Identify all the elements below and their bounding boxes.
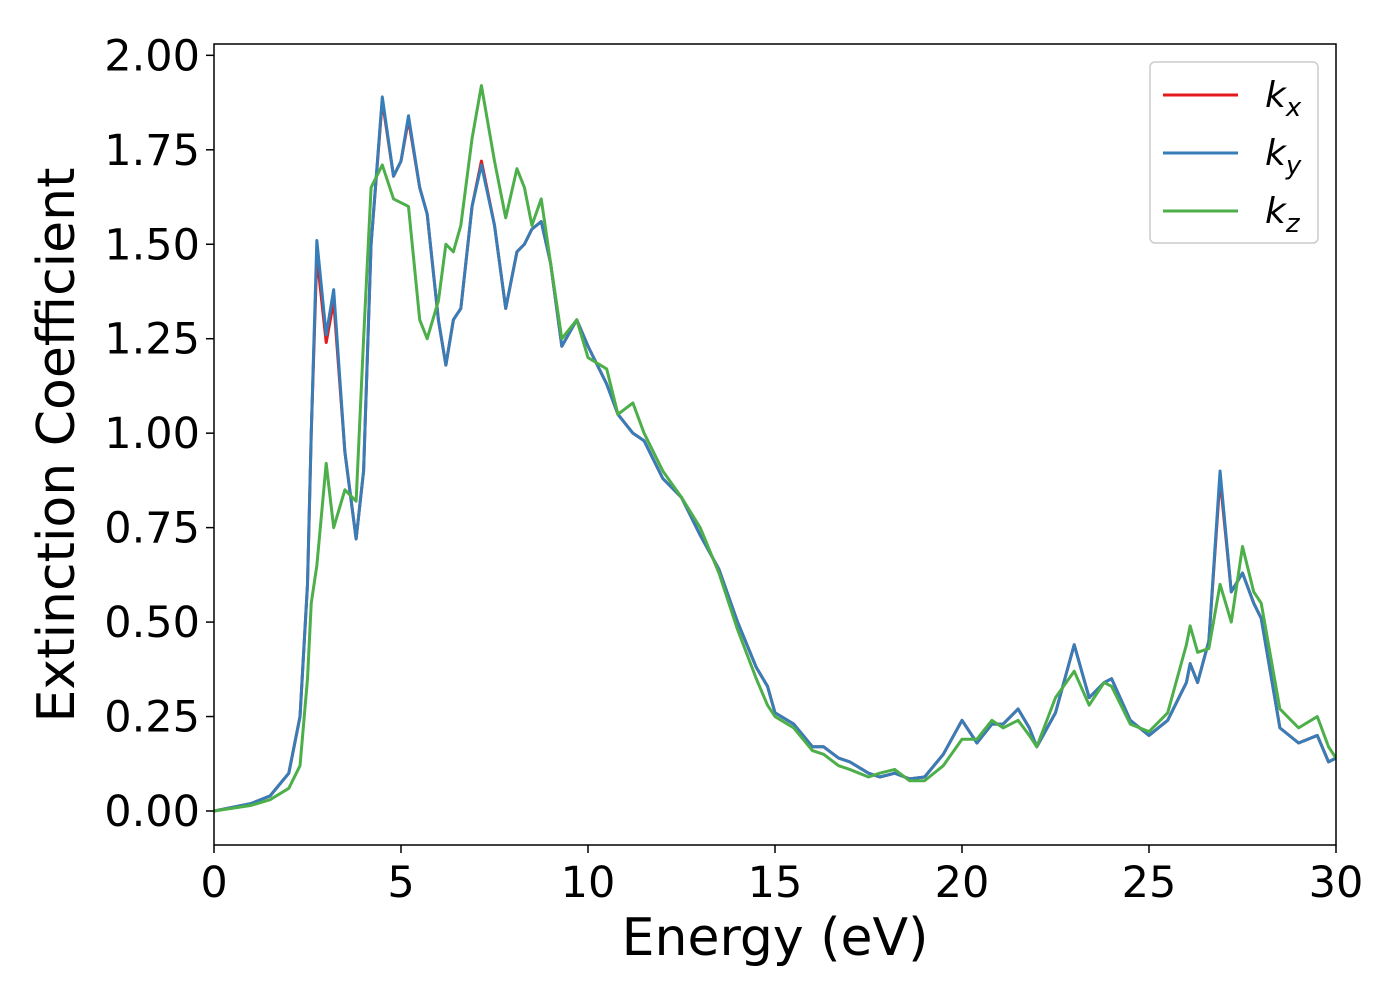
x-tick-label: 0	[200, 858, 227, 908]
y-tick-label: 2.00	[104, 31, 200, 81]
y-tick-label: 0.50	[104, 598, 200, 648]
legend-label: kx	[1265, 75, 1302, 123]
x-tick-label: 10	[561, 858, 616, 908]
x-tick-label: 25	[1122, 858, 1177, 908]
x-tick-label: 5	[387, 858, 414, 908]
y-tick-label: 1.50	[104, 220, 200, 270]
x-tick-label: 30	[1309, 858, 1364, 908]
x-tick-label: 15	[748, 858, 803, 908]
y-tick-label: 1.25	[104, 315, 200, 365]
y-axis-label: Extinction Coefficient	[27, 168, 87, 723]
y-tick-label: 0.00	[104, 787, 200, 837]
series-line	[214, 95, 1336, 813]
plot-frame	[213, 43, 1337, 846]
y-tick-label: 1.00	[104, 409, 200, 459]
legend-label: ky	[1265, 133, 1302, 181]
x-tick-label: 20	[935, 858, 990, 908]
legend-label: kz	[1265, 191, 1301, 239]
y-tick-label: 0.25	[104, 693, 200, 743]
x-axis-label: Energy (eV)	[622, 908, 929, 968]
y-tick-label: 0.75	[104, 504, 200, 554]
series-line	[214, 84, 1336, 813]
y-tick-label: 1.75	[104, 126, 200, 176]
